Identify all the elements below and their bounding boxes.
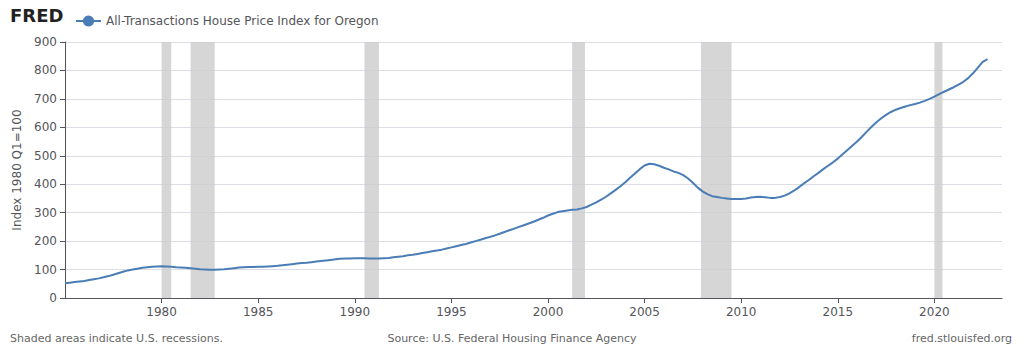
svg-text:FRED: FRED bbox=[10, 5, 63, 26]
svg-text:1990: 1990 bbox=[340, 305, 371, 319]
svg-text:0: 0 bbox=[49, 291, 57, 305]
svg-text:300: 300 bbox=[34, 206, 57, 220]
svg-text:All-Transactions House Price I: All-Transactions House Price Index for O… bbox=[106, 14, 379, 28]
svg-text:1980: 1980 bbox=[146, 305, 177, 319]
svg-text:Shaded areas indicate U.S. rec: Shaded areas indicate U.S. recessions. bbox=[10, 332, 223, 345]
svg-text:100: 100 bbox=[34, 263, 57, 277]
svg-text:Index 1980 Q1=100: Index 1980 Q1=100 bbox=[10, 109, 24, 230]
svg-text:900: 900 bbox=[34, 35, 57, 49]
svg-text:Source: U.S. Federal Housing F: Source: U.S. Federal Housing Finance Age… bbox=[387, 332, 637, 345]
svg-text:1985: 1985 bbox=[243, 305, 274, 319]
svg-text:600: 600 bbox=[34, 120, 57, 134]
svg-text:1995: 1995 bbox=[436, 305, 467, 319]
svg-text:400: 400 bbox=[34, 177, 57, 191]
svg-text:2020: 2020 bbox=[919, 305, 950, 319]
svg-text:700: 700 bbox=[34, 92, 57, 106]
svg-text:2005: 2005 bbox=[629, 305, 660, 319]
svg-text:2015: 2015 bbox=[823, 305, 854, 319]
svg-text:fred.stlouisfed.org: fred.stlouisfed.org bbox=[912, 332, 1012, 345]
svg-text:2000: 2000 bbox=[533, 305, 564, 319]
svg-text:500: 500 bbox=[34, 149, 57, 163]
svg-text:200: 200 bbox=[34, 234, 57, 248]
svg-text:2010: 2010 bbox=[726, 305, 757, 319]
svg-text:800: 800 bbox=[34, 63, 57, 77]
